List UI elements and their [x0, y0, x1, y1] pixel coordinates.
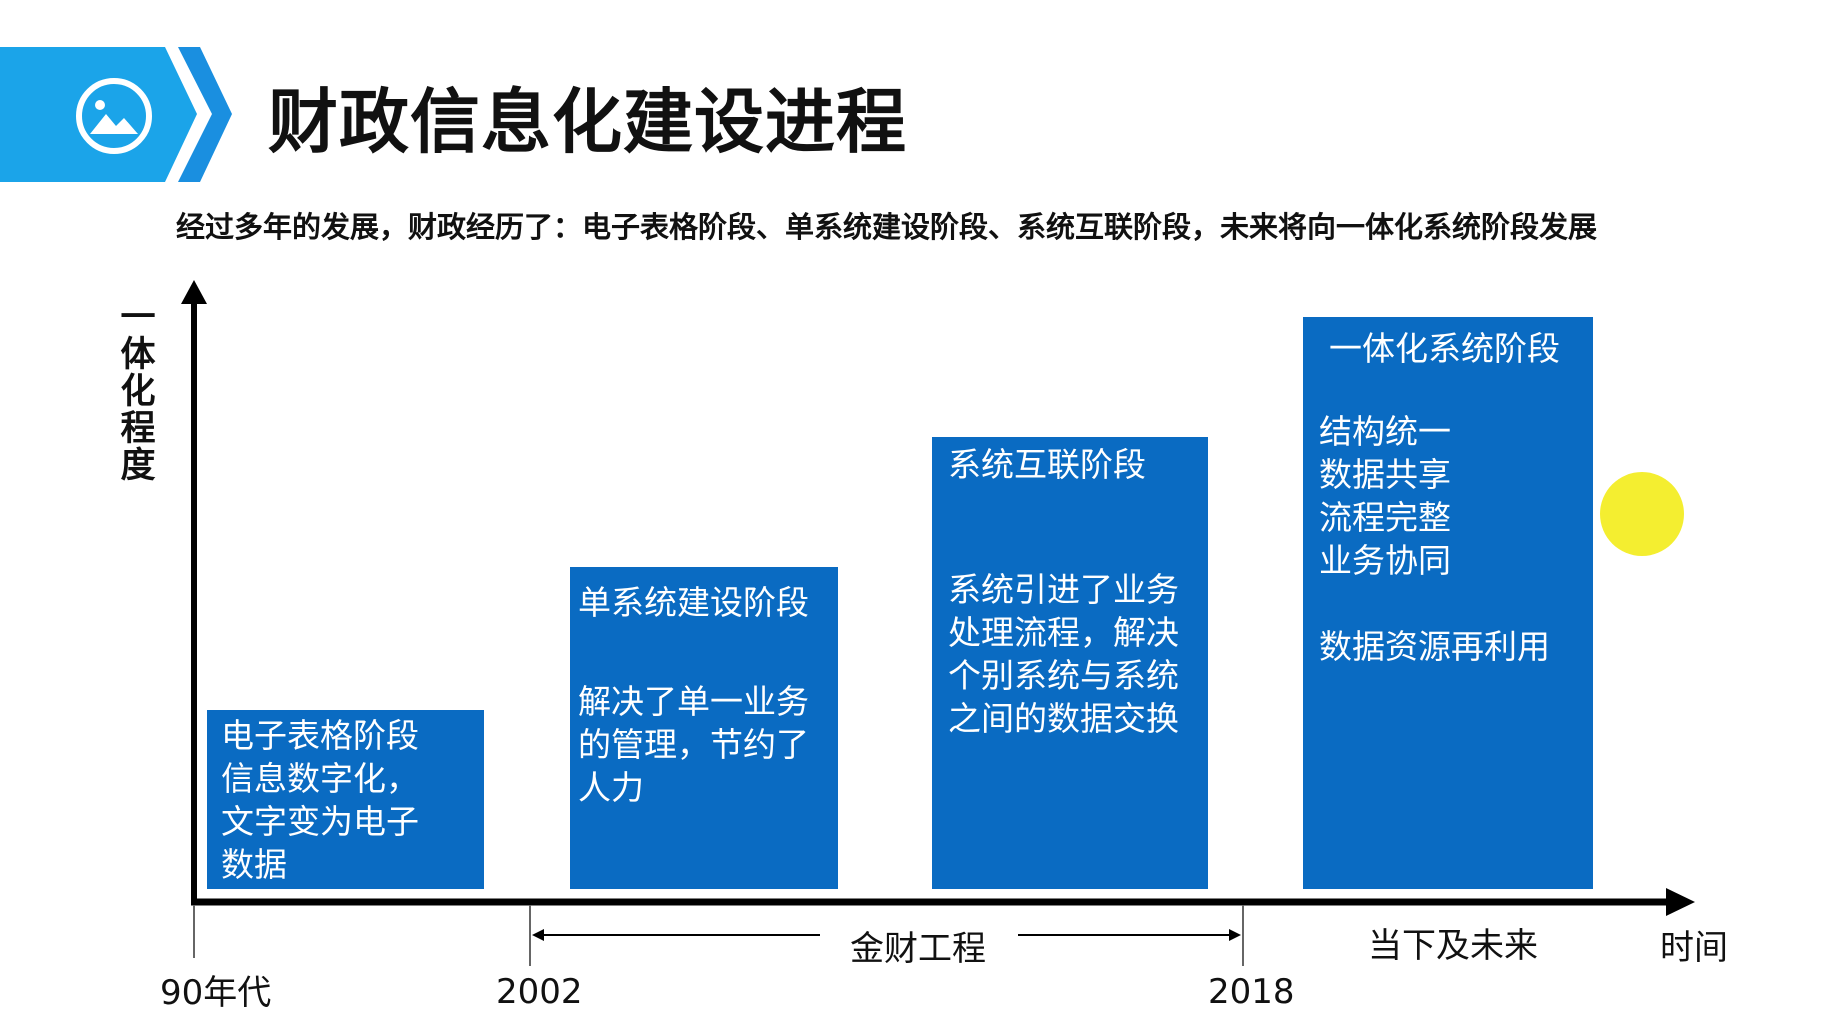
y-axis-arrow: [181, 280, 207, 304]
stage-title: 一体化系统阶段: [1329, 329, 1560, 368]
stage-title: 单系统建设阶段: [578, 583, 809, 622]
stage-line: 流程完整: [1319, 498, 1451, 537]
stage-line: 解决了单一业务: [578, 682, 809, 721]
image-icon: [76, 78, 152, 154]
cursor-highlight: [1600, 472, 1684, 556]
stage-title: 电子表格阶段: [221, 716, 419, 755]
page-title: 财政信息化建设进程: [268, 81, 907, 163]
stage-line: 结构统一: [1319, 412, 1451, 451]
tick-label-2018: 2018: [1208, 972, 1295, 1012]
stage-box-spreadsheet: 电子表格阶段 信息数字化， 文字变为电子 数据: [207, 710, 484, 889]
stage-box-single-system: 单系统建设阶段 解决了单一业务 的管理，节约了 人力: [570, 567, 838, 889]
header-chevron: [165, 47, 232, 182]
span-label-future: 当下及未来: [1368, 926, 1538, 966]
x-axis-label: 时间: [1660, 928, 1728, 968]
stage-line: 系统引进了业务: [948, 570, 1179, 609]
stage-box-interconnect: 系统互联阶段 系统引进了业务 处理流程，解决 个别系统与系统 之间的数据交换: [932, 437, 1208, 889]
stage-line: 数据共享: [1319, 455, 1451, 494]
stage-line: 信息数字化，: [221, 759, 419, 798]
stage-line: 个别系统与系统: [948, 656, 1179, 695]
subtitle: 经过多年的发展，财政经历了：电子表格阶段、单系统建设阶段、系统互联阶段，未来将向…: [176, 210, 1598, 244]
stage-line: 的管理，节约了: [578, 725, 809, 764]
span-label-jincai: 金财工程: [850, 929, 986, 969]
tick-label-2002: 2002: [496, 972, 583, 1012]
stage-line: 数据资源再利用: [1319, 627, 1550, 666]
tick-label-90s: 90年代: [160, 973, 272, 1013]
stage-box-integrated: 一体化系统阶段 结构统一 数据共享 流程完整 业务协同 数据资源再利用: [1303, 317, 1593, 889]
header-band: [0, 47, 200, 182]
stage-line: 数据: [221, 845, 287, 884]
stage-line: 处理流程，解决: [948, 613, 1179, 652]
stage-line: 文字变为电子: [221, 802, 419, 841]
stage-line: 之间的数据交换: [948, 699, 1179, 738]
stage-line: 人力: [578, 768, 644, 807]
y-axis-label: 一体化程度: [120, 298, 156, 486]
x-axis-arrow: [1666, 888, 1695, 916]
stage-line: [1319, 582, 1593, 625]
stage-line: 业务协同: [1319, 541, 1451, 580]
stage-title: 系统互联阶段: [948, 445, 1146, 484]
